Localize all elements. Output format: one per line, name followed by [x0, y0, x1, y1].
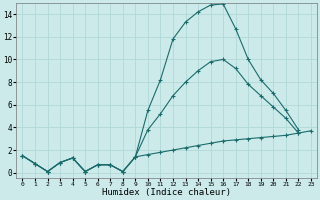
X-axis label: Humidex (Indice chaleur): Humidex (Indice chaleur) [102, 188, 231, 197]
